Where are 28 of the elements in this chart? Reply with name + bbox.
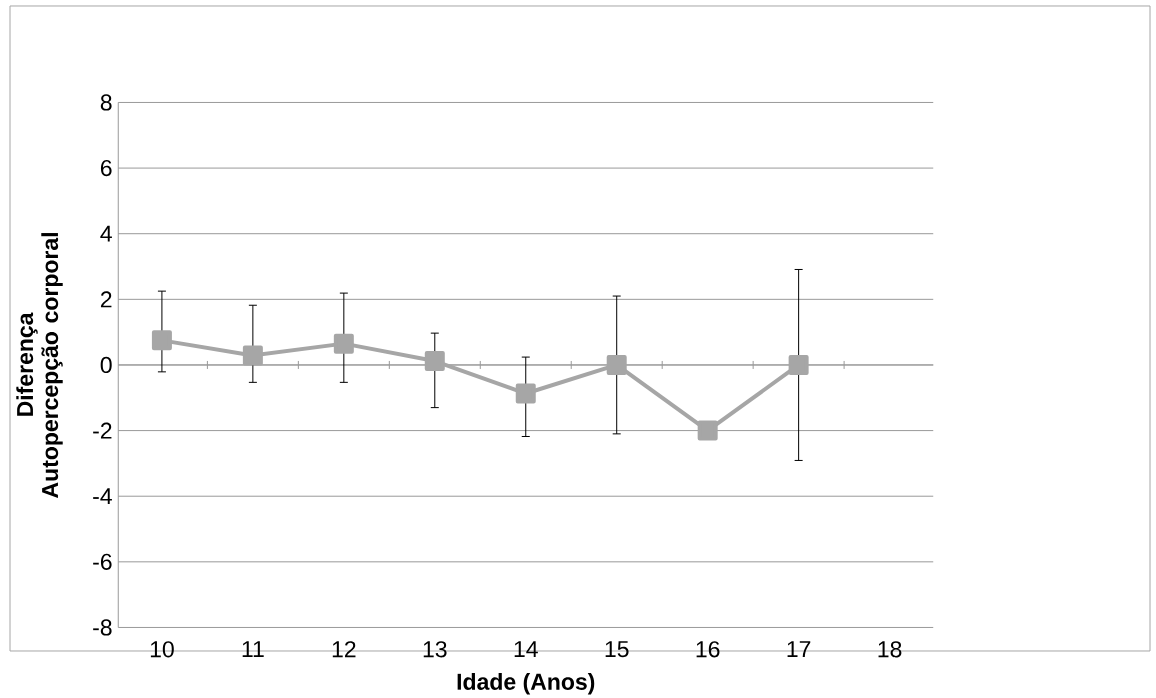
x-tick-label: 14 — [514, 641, 538, 658]
point — [788, 355, 809, 376]
y-axis-title: Diferença Autopercepção corporal — [16, 233, 63, 499]
x-tick-label: 10 — [150, 641, 174, 658]
x-tick-label: 13 — [423, 641, 447, 658]
y-tick-label: 4 — [100, 225, 112, 242]
x-tick-label: 18 — [878, 641, 902, 658]
x-tick-label: 11 — [242, 641, 264, 658]
point — [333, 333, 354, 354]
y-tick-label: -4 — [93, 488, 112, 505]
point — [697, 420, 718, 441]
y-tick-label: -8 — [93, 619, 112, 636]
point — [515, 383, 536, 404]
y-tick-label: -2 — [93, 422, 112, 439]
point — [424, 351, 445, 372]
point — [242, 345, 263, 366]
point — [606, 355, 627, 376]
y-tick-label: 8 — [100, 94, 112, 111]
y-tick-label: 6 — [100, 160, 112, 177]
x-axis-title: Idade (Anos) — [457, 673, 595, 695]
x-tick-label: 16 — [696, 641, 720, 658]
x-tick-label: 12 — [332, 641, 356, 658]
y-tick-label: 0 — [100, 356, 112, 374]
y-tick-label: -6 — [93, 553, 112, 571]
y-tick-label: 2 — [100, 291, 112, 308]
point — [151, 330, 172, 351]
x-tick-label: 17 — [787, 641, 811, 658]
x-tick-label: 15 — [605, 641, 629, 658]
